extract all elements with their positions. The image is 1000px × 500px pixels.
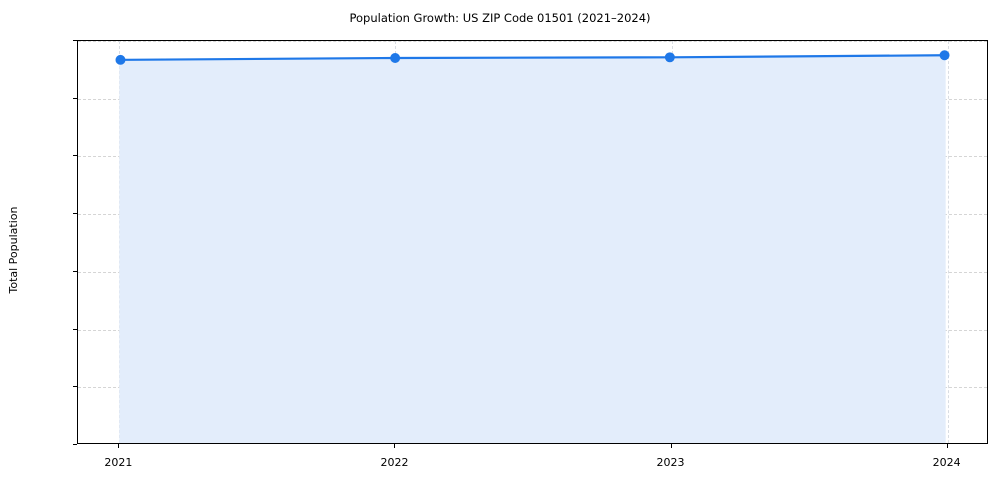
series-line-layer [115, 50, 950, 65]
chart-title: Population Growth: US ZIP Code 01501 (20… [349, 11, 651, 25]
x-tick-mark [670, 444, 672, 448]
series-area-and-line [119, 55, 946, 443]
data-point-2024 [939, 50, 950, 61]
plot-inner [78, 41, 987, 443]
data-point-markers [115, 50, 950, 65]
data-point-2023 [664, 52, 675, 63]
x-tick-label: 2022 [380, 456, 409, 469]
x-tick-label: 2023 [656, 456, 685, 469]
area-fill [119, 55, 946, 443]
y-tick-mark [73, 213, 77, 215]
x-tick-label: 2024 [932, 456, 961, 469]
x-tick-label: 2021 [104, 456, 133, 469]
x-tick-mark [394, 444, 396, 448]
data-point-2022 [390, 53, 401, 63]
y-tick-mark [73, 386, 77, 388]
y-tick-mark [73, 270, 77, 272]
x-tick-mark [946, 444, 948, 448]
y-tick-mark [73, 444, 77, 445]
y-tick-mark [73, 155, 77, 157]
x-tick-mark [118, 444, 120, 448]
y-tick-mark [73, 328, 77, 330]
y-axis-label: Total Population [7, 206, 20, 294]
y-tick-mark [73, 40, 77, 41]
data-point-2021 [115, 54, 126, 65]
series-line [119, 54, 946, 61]
y-tick-mark [73, 97, 77, 99]
plot-area [77, 40, 988, 444]
